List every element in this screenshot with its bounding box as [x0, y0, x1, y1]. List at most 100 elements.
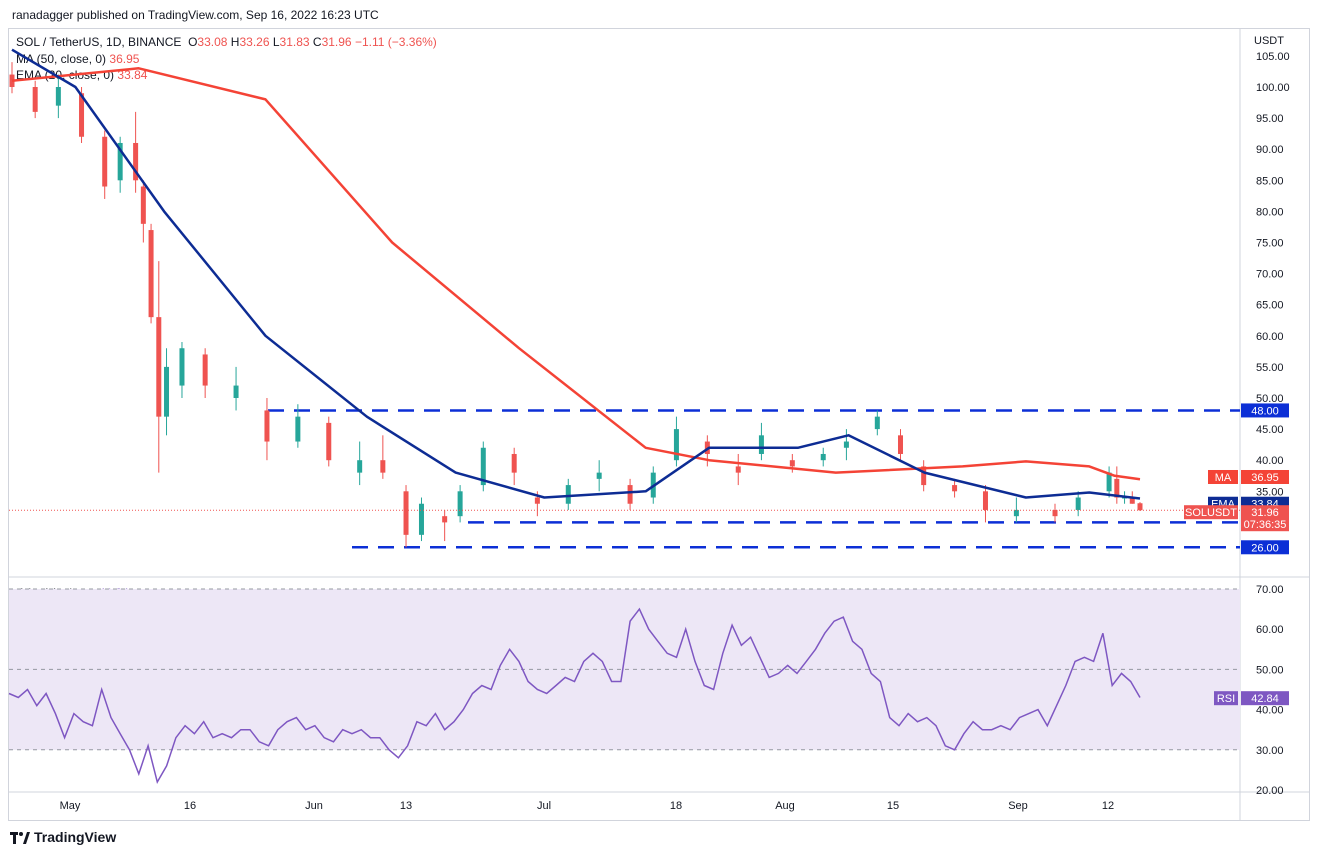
- price-tick-label: 70.00: [1256, 269, 1284, 281]
- close-label: C: [312, 35, 322, 49]
- ema-legend-value: 33.84: [117, 68, 148, 82]
- candle-body: [140, 186, 146, 224]
- price-tick-label: 60.00: [1256, 331, 1284, 343]
- candle-body: [133, 142, 139, 181]
- high-value: 33.26: [239, 35, 270, 49]
- candle-body: [233, 385, 239, 398]
- price-tick-label: 80.00: [1256, 206, 1284, 218]
- price-tick-label: 75.00: [1256, 238, 1284, 250]
- candle-body: [264, 410, 270, 442]
- tradingview-brand[interactable]: TradingView: [10, 829, 116, 845]
- ma-legend-value: 36.95: [109, 51, 140, 66]
- last-price-value: 31.96: [1251, 507, 1279, 519]
- ohlc-row: SOL / TetherUS, 1D, BINANCE O33.08 H33.2…: [16, 34, 437, 51]
- level-tag-26: [1241, 540, 1289, 555]
- candle-body: [442, 516, 448, 523]
- rsi-tick-label: 40.00: [1256, 705, 1284, 717]
- ma-tag-label-box: [1208, 469, 1238, 484]
- candle-body: [357, 460, 363, 473]
- publisher-line: ranadagger published on TradingView.com,…: [12, 8, 379, 22]
- high-label: H: [230, 35, 240, 49]
- candle-body: [952, 485, 958, 492]
- candle-body: [1013, 509, 1019, 517]
- time-tick-label: Aug: [775, 800, 795, 812]
- candle-body: [982, 491, 988, 510]
- candle-body: [380, 460, 386, 473]
- last-price-symbol-box: [1184, 505, 1238, 520]
- rsi-tick-label: 20.00: [1256, 785, 1284, 797]
- price-tick-label: 100.00: [1256, 82, 1290, 94]
- candle-body: [534, 497, 540, 504]
- level-tag-label-48: 48.00: [1251, 405, 1279, 417]
- time-tick-label: Jul: [537, 800, 551, 812]
- ma50-line: [11, 67, 1141, 481]
- time-tick-label: 18: [670, 800, 682, 812]
- candle-body: [79, 93, 85, 137]
- price-unit-label: USDT: [1254, 35, 1284, 47]
- candle-body: [55, 87, 61, 106]
- price-tick-label: 90.00: [1256, 144, 1284, 156]
- rsi-tag-value-box: [1241, 691, 1289, 706]
- ma-legend-label: MA (50, close, 0): [16, 51, 107, 66]
- candle-body: [627, 485, 633, 504]
- rsi-tick-label: 50.00: [1256, 664, 1284, 676]
- candle-body: [1114, 478, 1120, 498]
- price-tick-label: 55.00: [1256, 362, 1284, 374]
- rsi-tick-label: 70.00: [1256, 584, 1284, 596]
- candle-body: [758, 435, 764, 454]
- last-price-box: [1241, 505, 1289, 532]
- price-tick-label: 95.00: [1256, 113, 1284, 125]
- candle-body: [1129, 497, 1135, 504]
- low-value: 31.83: [279, 35, 310, 49]
- price-legend: SOL / TetherUS, 1D, BINANCE O33.08 H33.2…: [16, 34, 437, 84]
- price-tick-label: 65.00: [1256, 300, 1284, 312]
- candle-body: [156, 317, 162, 417]
- candle-body: [32, 87, 38, 112]
- open-value: 33.08: [197, 35, 228, 49]
- rsi-tick-label: 60.00: [1256, 624, 1284, 636]
- time-tick-label: Jun: [305, 800, 323, 812]
- ma-legend-row[interactable]: MA (50, close, 0) 36.95: [16, 51, 437, 68]
- price-tick-label: 50.00: [1256, 393, 1284, 405]
- tradingview-logo-icon: [10, 831, 30, 844]
- candle-body: [1122, 497, 1128, 499]
- rsi-tag-value: 42.84: [1251, 693, 1279, 705]
- price-tick-label: 105.00: [1256, 51, 1290, 63]
- candle-body: [480, 447, 486, 486]
- price-tick-label: 85.00: [1256, 175, 1284, 187]
- rsi-tick-label: 30.00: [1256, 745, 1284, 757]
- level-tag-label-26: 26.00: [1251, 542, 1279, 554]
- candle-body: [921, 466, 927, 486]
- low-label: L: [272, 35, 280, 49]
- ma-tag-value-box: [1241, 469, 1289, 484]
- last-price-countdown: 07:36:35: [1244, 519, 1287, 531]
- symbol-label[interactable]: SOL / TetherUS, 1D, BINANCE: [16, 35, 182, 49]
- open-label: O: [188, 35, 198, 49]
- candle-body: [164, 366, 170, 417]
- candle-body: [874, 416, 880, 430]
- candle-body: [326, 422, 332, 461]
- candle-body: [820, 453, 826, 461]
- candle-body: [1075, 497, 1081, 510]
- rsi-tag-label-box: [1214, 691, 1238, 706]
- price-tick-label: 35.00: [1256, 486, 1284, 498]
- candle-body: [511, 453, 517, 473]
- candle-body: [102, 136, 108, 187]
- candle-body: [148, 230, 154, 318]
- brand-name: TradingView: [34, 829, 117, 845]
- rsi-line: [8, 607, 1141, 784]
- close-value: 31.96: [321, 35, 352, 49]
- last-price-symbol: SOLUSDT: [1185, 507, 1237, 519]
- candle-body: [673, 429, 679, 461]
- time-tick-label: May: [60, 800, 81, 812]
- ma-tag-label: MA: [1215, 472, 1232, 484]
- candle-body: [295, 416, 301, 442]
- candle-body: [1106, 472, 1112, 492]
- candle-body: [897, 435, 903, 454]
- candle-body: [403, 491, 409, 535]
- candle-body: [457, 491, 463, 517]
- time-tick-label: 13: [400, 800, 412, 812]
- ema20-line: [11, 48, 1141, 500]
- candle-body: [565, 485, 571, 504]
